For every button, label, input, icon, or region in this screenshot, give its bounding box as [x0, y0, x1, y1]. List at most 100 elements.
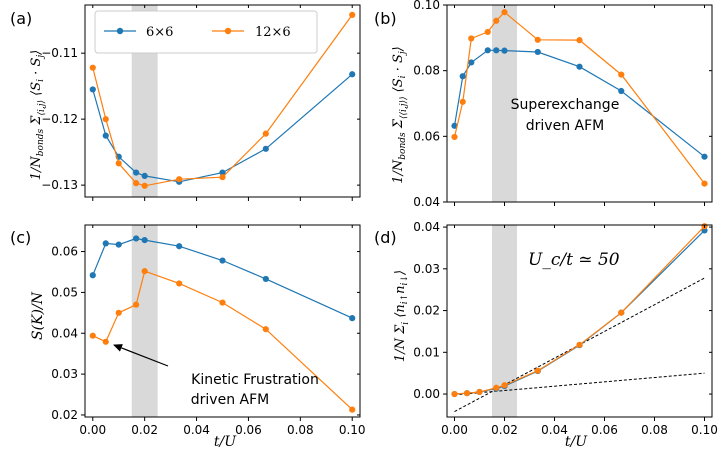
- panel-c-ytick-label: 0.02: [51, 408, 78, 422]
- panel-c-series-6x6-point: [133, 235, 140, 242]
- panel-label-c: (c): [10, 228, 31, 247]
- panel-d-frame: [446, 224, 713, 418]
- legend-marker-6x6: [116, 27, 124, 35]
- panel-c-series-6x6-point: [349, 315, 356, 322]
- panel-d-xtick-label: 0.08: [641, 423, 668, 437]
- ylabel-d: 1/N Σi ⟨ni↑ni↓⟩: [393, 270, 411, 362]
- panel-label-d: (d): [374, 228, 397, 247]
- panel-c-series-6x6-point: [141, 237, 148, 244]
- panel-b-ytick-label: 0.06: [413, 129, 440, 143]
- panel-d-xtick-label: 0.10: [691, 423, 718, 437]
- panel-d-series-12x6-point: [501, 382, 508, 389]
- annotation-superexchange-line2: driven AFM: [526, 118, 604, 134]
- panel-b-series-6x6-point: [493, 47, 500, 54]
- xlabel-c: t/U: [214, 434, 237, 450]
- panel-b-series-6x6-point: [576, 63, 583, 70]
- panel-c: 0.00 0.02 0.04 0.06 0.08 0.100.020.030.040.05…: [51, 224, 366, 437]
- svg-text:1/N Σi ⟨ni↑ni↓⟩: 1/N Σi ⟨ni↑ni↓⟩: [393, 270, 411, 362]
- legend-label-12x6: 12×6: [255, 25, 291, 40]
- panel-b-series-6x6-point: [534, 48, 541, 56]
- annotation-kinetic-line1: Kinetic Frustration: [191, 372, 319, 388]
- panel-c-ytick-label: 0.03: [51, 367, 78, 381]
- panel-b-shaded-region: [492, 5, 517, 202]
- panel-a-ytick-label: −0.12: [41, 112, 78, 126]
- panel-b-series-12x6-point: [576, 37, 583, 44]
- panel-d-series-12x6-point: [493, 384, 500, 391]
- panel-d-ytick-label: 0.01: [413, 345, 440, 359]
- panel-c-series-12x6-point: [219, 299, 226, 306]
- panel-a-series-12x6-point: [89, 64, 96, 71]
- legend-marker-12x6: [224, 27, 232, 35]
- panel-c-series-6x6-point: [262, 275, 269, 283]
- panel-a-series-12x6-point: [176, 176, 183, 183]
- panel-b-series-12x6-point: [618, 71, 625, 78]
- annotation-superexchange-line1: Superexchange: [511, 97, 620, 113]
- panel-b-series-12x6-point: [501, 9, 508, 16]
- legend: 6×6 12×6: [94, 10, 318, 54]
- panel-d-xtick-label: 0.02: [491, 423, 518, 437]
- panel-c-xtick-label: 0.06: [235, 423, 262, 437]
- panel-c-series-12x6-point: [349, 406, 356, 413]
- panel-d-series-12x6-point: [476, 388, 483, 396]
- panel-c-series-12x6-point: [102, 338, 109, 345]
- ylabel-b: 1/Nbonds Σ⟨⟨i,j⟩⟩ ⟨Si · Sj⟩: [391, 46, 409, 184]
- panel-d-xtick-label: 0.06: [591, 423, 618, 437]
- panel-b-series-12x6-point: [459, 98, 466, 105]
- panel-c-series-12x6-point: [115, 309, 122, 316]
- panel-c-xtick-label: 0.04: [183, 423, 210, 437]
- panel-d-ytick-label: 0.03: [413, 262, 440, 276]
- panel-b-series-12x6-point: [493, 17, 500, 24]
- panel-a-series-6x6-point: [349, 71, 356, 78]
- panel-d-series-12x6-point: [534, 367, 541, 374]
- panel-b: 0.04 0.06 0.08 0.10: [413, 0, 713, 209]
- panel-a-series-6x6-point: [102, 132, 109, 139]
- legend-label-6x6: 6×6: [146, 25, 173, 40]
- panel-c-xtick-label: 0.00: [79, 423, 106, 437]
- panel-b-series-12x6-point: [451, 133, 458, 141]
- panel-d-xtick-label: 0.04: [541, 423, 568, 437]
- annotation-kinetic-line2: driven AFM: [191, 392, 269, 408]
- panel-c-ytick-label: 0.05: [51, 285, 78, 299]
- panel-c-shaded-region: [131, 225, 158, 417]
- panel-d-series-12x6-point: [618, 309, 625, 316]
- panel-b-series-6x6-point: [468, 59, 475, 66]
- ylabel-a: 1/Nbonds Σ⟨i,j⟩ ⟨Si · Sj⟩: [29, 50, 47, 180]
- panel-b-frame: [446, 4, 713, 203]
- panel-b-series-12x6-point: [701, 180, 708, 187]
- panel-a-frame: [84, 4, 361, 198]
- panel-a-series-6x6-point: [219, 169, 226, 176]
- panel-c-xtick-label: 0.02: [131, 423, 158, 437]
- panel-c-series-6x6-point: [115, 241, 122, 248]
- panel-c-series-12x6-point: [262, 326, 269, 333]
- panel-c-ytick-label: 0.06: [51, 245, 78, 259]
- panel-a-series-6x6-point: [133, 169, 140, 176]
- panel-b-series-6x6-point: [701, 153, 708, 160]
- panel-b-ytick-label: 0.08: [413, 64, 440, 78]
- panel-c-ytick-label: 0.04: [51, 326, 78, 340]
- panel-d-xtick-label: 0.00: [441, 423, 468, 437]
- panel-b-series-12x6-point: [468, 35, 475, 42]
- panel-b-series-12x6-point: [484, 28, 491, 36]
- panel-b-series-6x6-point: [484, 47, 491, 54]
- panel-d-series-12x6-point: [576, 341, 583, 348]
- panel-b-series-12x6-point: [534, 36, 541, 43]
- legend-box: [94, 10, 318, 54]
- panel-a-ytick-label: −0.13: [41, 178, 78, 192]
- panel-label-a: (a): [10, 9, 32, 28]
- panel-b-series-6x6-point: [459, 73, 466, 80]
- panel-c-series-12x6-point: [176, 280, 183, 287]
- xlabel-d: t/U: [565, 434, 588, 450]
- panel-b-series-6x6-point: [451, 122, 458, 129]
- panel-d-series-12x6-point: [451, 390, 458, 398]
- panel-c-series-6x6-point: [102, 240, 109, 247]
- svg-text:1/Nbonds Σ⟨⟨i,j⟩⟩ ⟨Si · Sj⟩: 1/Nbonds Σ⟨⟨i,j⟩⟩ ⟨Si · Sj⟩: [391, 46, 409, 184]
- panel-c-xtick-label: 0.08: [287, 423, 314, 437]
- panel-c-series-6x6-point: [89, 272, 96, 279]
- panel-a-ytick-label: −0.11: [41, 46, 78, 60]
- panel-a-series-12x6-point: [102, 116, 109, 123]
- panel-c-series-12x6-point: [89, 332, 96, 339]
- panel-c-xtick-label: 0.10: [339, 423, 366, 437]
- annotation-arrow: [113, 344, 169, 367]
- panel-a-series-6x6-point: [89, 86, 96, 93]
